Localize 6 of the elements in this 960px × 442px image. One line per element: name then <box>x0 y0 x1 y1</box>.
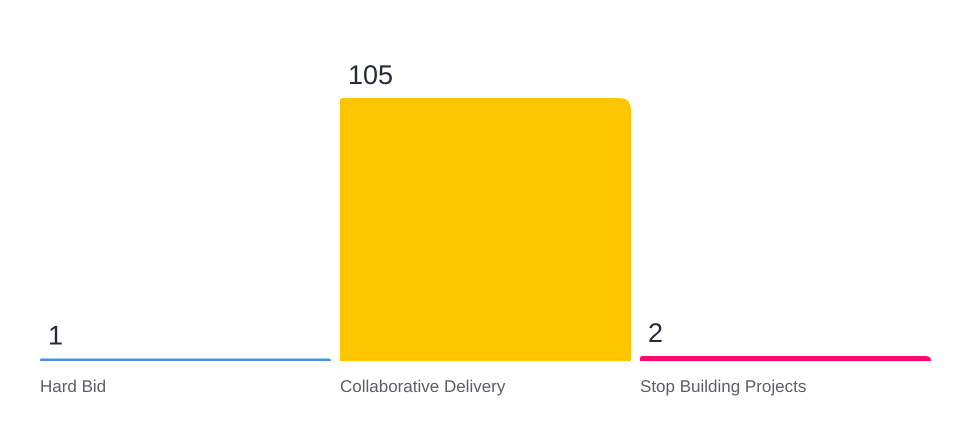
x-tick-label: Collaborative Delivery <box>340 377 506 396</box>
x-tick-label: Hard Bid <box>40 377 106 396</box>
data-label: 2 <box>648 318 664 348</box>
x-tick-label: Stop Building Projects <box>640 377 806 396</box>
data-label: 105 <box>348 60 394 90</box>
data-label: 1 <box>48 320 64 350</box>
